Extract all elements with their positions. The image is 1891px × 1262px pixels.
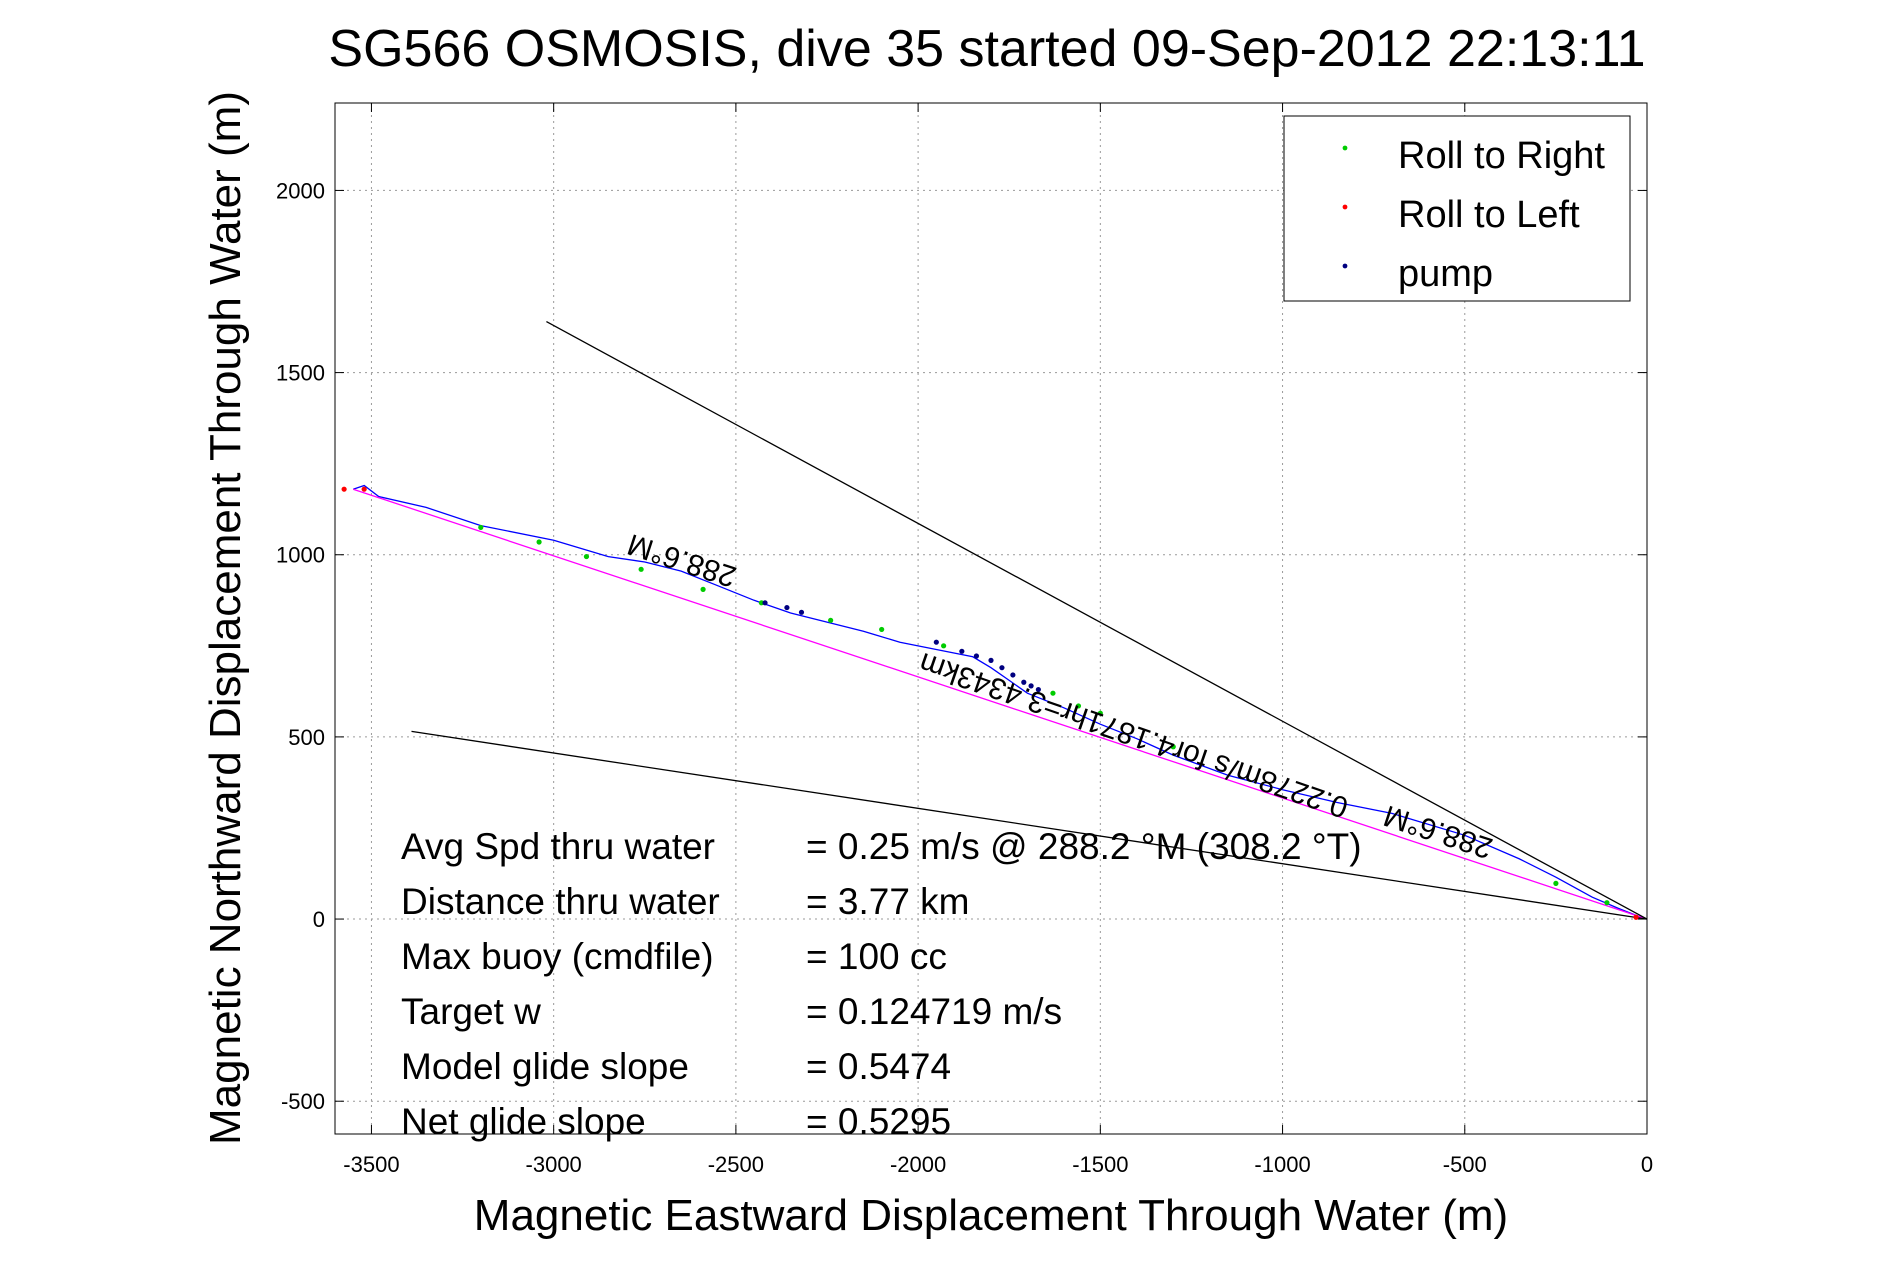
roll-left-point: [361, 486, 367, 492]
series-heading-line-upper: [546, 321, 1648, 920]
roll-right-point: [1050, 690, 1056, 696]
pump-point: [798, 609, 805, 615]
legend: Roll to Right Roll to Left pump: [1283, 115, 1631, 302]
roll-right-point: [536, 539, 542, 545]
chart-title: SG566 OSMOSIS, dive 35 started 09-Sep-20…: [328, 20, 1645, 78]
roll-right-point: [1604, 900, 1610, 906]
series-lines: [352, 321, 1648, 920]
x-tick-label: -2500: [708, 1152, 764, 1177]
x-tick-label: -2000: [890, 1152, 946, 1177]
pump-point: [1010, 672, 1016, 678]
y-tick-label: 1500: [276, 361, 325, 386]
roll-right-point: [638, 566, 644, 572]
pump-point: [973, 653, 980, 659]
marker-points: [341, 486, 1639, 920]
stat-label: Avg Spd thru water: [401, 826, 715, 867]
y-tick-label: 1000: [276, 543, 325, 568]
roll-right-point: [1170, 744, 1176, 750]
stat-value: = 0.5474: [806, 1046, 951, 1087]
stat-value: = 0.5295: [806, 1101, 951, 1142]
stat-value: = 3.77 km: [806, 881, 970, 922]
pump-point: [1021, 679, 1027, 685]
roll-right-point: [879, 626, 885, 633]
series-straight-line: [352, 488, 1648, 920]
legend-marker: [1342, 204, 1348, 210]
stats-block: Avg Spd thru water = 0.25 m/s @ 288.2 °M …: [401, 826, 1362, 1142]
legend-label: Roll to Right: [1398, 135, 1605, 177]
pump-point: [784, 604, 790, 611]
legend-label: Roll to Left: [1398, 194, 1580, 236]
pump-point: [1028, 683, 1034, 689]
y-axis-label: Magnetic Northward Displacement Through …: [201, 91, 250, 1145]
legend-marker: [1342, 263, 1348, 269]
stat-label: Distance thru water: [401, 881, 720, 922]
x-tick-label: 0: [1641, 1152, 1653, 1177]
stat-label: Model glide slope: [401, 1046, 689, 1087]
y-axis-ticks: -500 0 500 1000 1500 2000: [276, 178, 1647, 1114]
roll-right-point: [828, 617, 834, 623]
stat-value: = 0.25 m/s @ 288.2 °M (308.2 °T): [806, 826, 1362, 867]
legend-box: [1283, 115, 1631, 302]
roll-right-point: [758, 600, 765, 606]
stat-value: = 0.124719 m/s: [806, 991, 1062, 1032]
stat-value: = 100 cc: [806, 936, 947, 977]
pump-point: [762, 600, 768, 606]
stat-label: Max buoy (cmdfile): [401, 936, 714, 977]
y-tick-label: 500: [288, 725, 325, 750]
x-tick-label: -1000: [1254, 1152, 1310, 1177]
y-tick-label: -500: [281, 1089, 325, 1114]
stat-label: Target w: [401, 991, 541, 1032]
series-heading-line-lower: [411, 730, 1648, 920]
legend-marker: [1342, 145, 1348, 151]
pump-point: [1035, 686, 1041, 693]
x-tick-label: -1500: [1072, 1152, 1128, 1177]
pump-point: [959, 648, 965, 654]
roll-left-point: [1633, 914, 1639, 920]
x-tick-label: -3000: [526, 1152, 582, 1177]
roll-right-point: [941, 643, 947, 649]
roll-right-point: [1097, 710, 1103, 716]
x-axis-label: Magnetic Eastward Displacement Through W…: [474, 1191, 1508, 1240]
roll-left-point: [341, 486, 347, 492]
pump-point: [933, 639, 939, 645]
roll-right-point: [1075, 703, 1082, 709]
roll-right-point: [1553, 880, 1559, 886]
pump-point: [999, 665, 1005, 671]
roll-right-point: [478, 524, 484, 531]
x-axis-ticks: -3500 -3000 -2500 -2000 -1500 -1000 -500 0: [343, 103, 1653, 1177]
roll-right-point: [700, 586, 706, 592]
plot-frame: [334, 102, 1648, 1135]
stat-label: Net glide slope: [401, 1101, 646, 1142]
x-tick-label: -500: [1443, 1152, 1487, 1177]
y-tick-label: 2000: [276, 178, 325, 203]
pump-point: [988, 657, 994, 663]
legend-label: pump: [1398, 253, 1493, 295]
series-track: [352, 484, 1648, 920]
x-tick-label: -3500: [343, 1152, 399, 1177]
roll-right-point: [583, 553, 590, 560]
y-tick-label: 0: [313, 907, 325, 932]
